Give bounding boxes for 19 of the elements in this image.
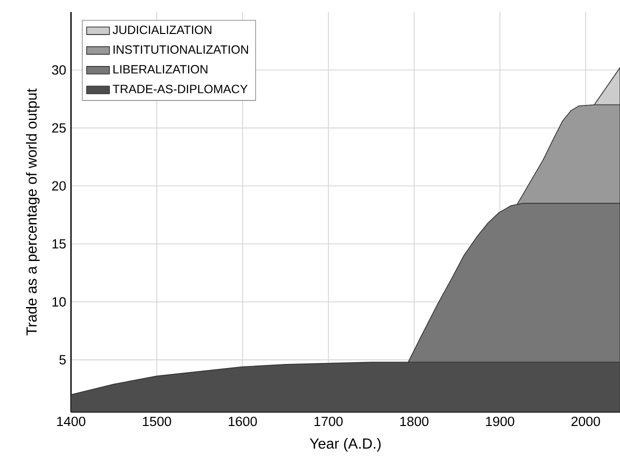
x-tick-label: 1800 bbox=[400, 416, 428, 426]
y-tick-label: 25 bbox=[52, 123, 66, 133]
legend-label: INSTITUTIONALIZATION bbox=[114, 45, 248, 54]
x-tick-label: 2000 bbox=[572, 416, 600, 426]
y-tick-label: 5 bbox=[59, 355, 66, 364]
y-tick-label: 10 bbox=[52, 297, 66, 307]
y-axis-title: Trade as a percentage of world output bbox=[26, 88, 40, 336]
x-tick-label: 1600 bbox=[228, 416, 257, 426]
x-tick-label: 1500 bbox=[142, 416, 172, 426]
y-tick-label: 20 bbox=[52, 181, 66, 191]
x-tick-label: 1900 bbox=[486, 416, 514, 426]
x-axis-title: Year (A.D.) bbox=[310, 438, 381, 452]
y-tick-label: 30 bbox=[52, 65, 66, 75]
legend-label: JUDICIALIZATION bbox=[112, 26, 212, 34]
x-tick-label: 1700 bbox=[314, 416, 343, 426]
y-tick-label: 15 bbox=[52, 239, 66, 249]
legend-label: TRADE-AS-DIPLOMACY bbox=[112, 84, 248, 94]
x-tick-label: 1400 bbox=[57, 416, 86, 426]
legend-label: LIBERALIZATION bbox=[113, 65, 208, 74]
